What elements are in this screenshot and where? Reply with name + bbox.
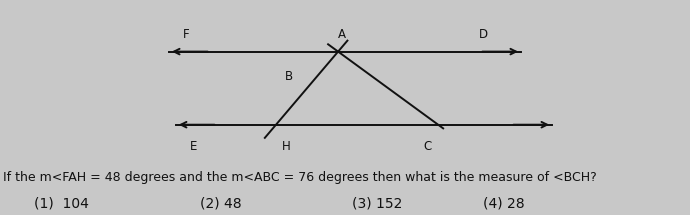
Text: B: B [285, 71, 293, 83]
Text: (4) 28: (4) 28 [483, 196, 524, 210]
Text: If the m<FAH = 48 degrees and the m<ABC = 76 degrees then what is the measure of: If the m<FAH = 48 degrees and the m<ABC … [3, 171, 598, 184]
Text: A: A [337, 28, 346, 41]
Text: (1)  104: (1) 104 [34, 196, 90, 210]
Text: D: D [478, 28, 488, 41]
Text: H: H [282, 140, 290, 153]
Text: C: C [424, 140, 432, 153]
Text: E: E [190, 140, 197, 153]
Text: (2) 48: (2) 48 [200, 196, 242, 210]
Text: (3) 152: (3) 152 [352, 196, 402, 210]
Text: F: F [183, 28, 190, 41]
